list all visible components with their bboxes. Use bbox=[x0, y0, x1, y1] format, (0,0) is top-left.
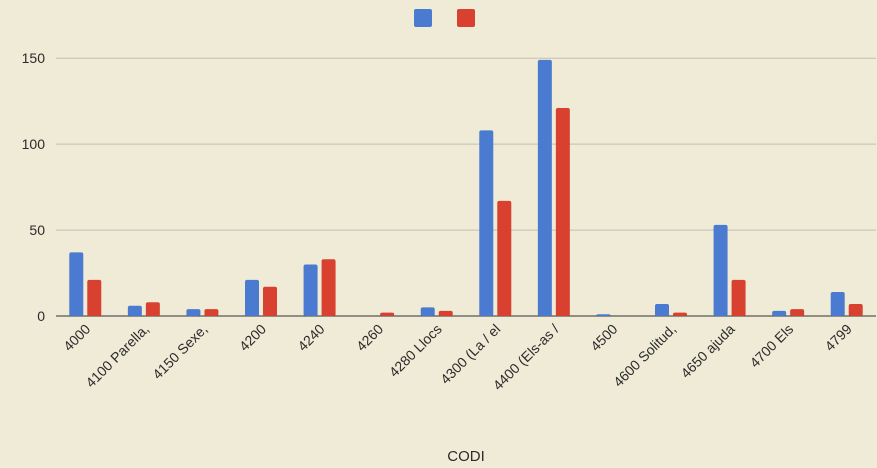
legend bbox=[414, 9, 475, 27]
bar-series-2 bbox=[790, 309, 805, 316]
bar-series-1 bbox=[127, 305, 142, 316]
y-tick-label: 0 bbox=[37, 308, 45, 324]
x-tick-label: 4280 Llocs bbox=[386, 321, 445, 380]
bar-series-1 bbox=[830, 291, 845, 316]
x-tick-label: 4150 Sexe, bbox=[149, 321, 210, 382]
bar-series-1 bbox=[713, 224, 728, 316]
bar-series-2 bbox=[380, 312, 395, 316]
x-tick-label: 4100 Parella, bbox=[82, 321, 152, 391]
bars bbox=[69, 59, 863, 316]
bar-series-1 bbox=[186, 309, 201, 316]
y-tick-label: 100 bbox=[22, 136, 46, 152]
bar-series-1 bbox=[772, 310, 787, 316]
x-tick-label: 4799 bbox=[821, 321, 854, 354]
bar-series-2 bbox=[673, 312, 687, 316]
gridlines bbox=[56, 57, 876, 317]
bar-series-1 bbox=[596, 314, 611, 316]
bar-series-1 bbox=[420, 307, 435, 316]
x-tick-label: 4650 ajuda bbox=[677, 321, 737, 381]
bar-series-1 bbox=[69, 252, 84, 316]
x-tick-label: 4600 Solitud, bbox=[610, 321, 679, 390]
x-tick-label: 4200 bbox=[236, 321, 269, 354]
x-tick-label: 4240 bbox=[294, 321, 327, 354]
bar-series-2 bbox=[145, 302, 160, 316]
bar-series-1 bbox=[479, 130, 494, 316]
bar-series-1 bbox=[303, 264, 318, 316]
bar-series-1 bbox=[537, 59, 552, 316]
bar-series-2 bbox=[731, 279, 746, 316]
bar-series-2 bbox=[555, 108, 570, 316]
bar-series-2 bbox=[321, 259, 336, 316]
bar-series-2 bbox=[497, 200, 512, 316]
y-tick-label: 150 bbox=[22, 50, 46, 66]
y-tick-label: 50 bbox=[29, 222, 45, 238]
bar-series-2 bbox=[204, 309, 219, 316]
x-tick-label: 4000 bbox=[60, 321, 93, 354]
bar-series-2 bbox=[87, 279, 102, 316]
bar-series-2 bbox=[263, 286, 277, 316]
x-axis-title: CODI bbox=[447, 448, 485, 465]
bar-series-1 bbox=[245, 279, 259, 316]
bar-series-1 bbox=[655, 303, 669, 316]
y-axis-ticks: 0 50 100 150 bbox=[22, 50, 46, 324]
legend-swatch bbox=[414, 9, 432, 27]
legend-swatch bbox=[457, 9, 475, 27]
x-tick-label: 4700 Els bbox=[746, 321, 796, 371]
bar-series-2 bbox=[848, 303, 863, 316]
bar-series-2 bbox=[438, 310, 453, 316]
x-tick-label: 4260 bbox=[353, 321, 386, 354]
x-tick-label: 4500 bbox=[587, 321, 620, 354]
